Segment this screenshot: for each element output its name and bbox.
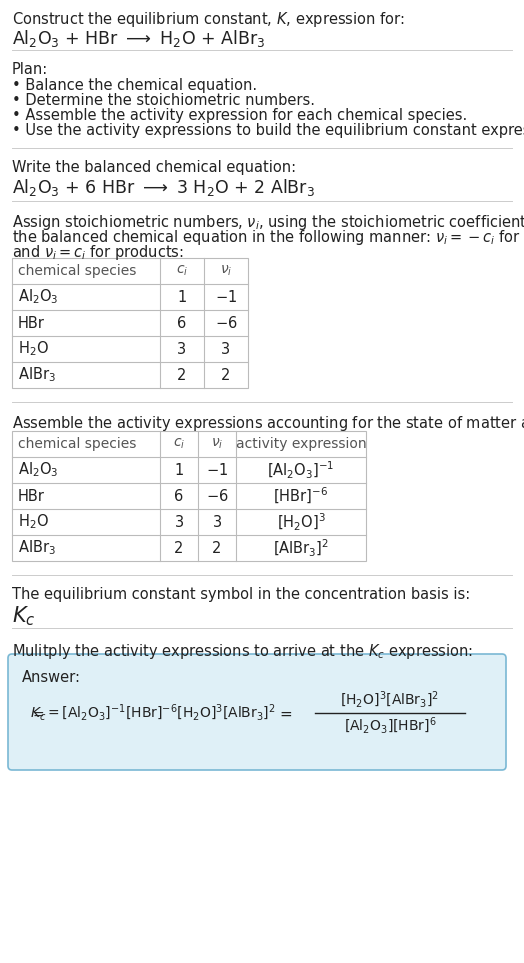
Text: activity expression: activity expression <box>236 437 366 451</box>
FancyBboxPatch shape <box>8 654 506 770</box>
Text: • Use the activity expressions to build the equilibrium constant expression.: • Use the activity expressions to build … <box>12 123 524 138</box>
Bar <box>12 431 366 561</box>
Text: Assemble the activity expressions accounting for the state of matter and $\nu_i$: Assemble the activity expressions accoun… <box>12 414 524 433</box>
Text: • Assemble the activity expression for each chemical species.: • Assemble the activity expression for e… <box>12 108 467 123</box>
Text: $\mathrm{Al_2O_3}$: $\mathrm{Al_2O_3}$ <box>18 288 59 306</box>
Text: 1: 1 <box>178 290 187 304</box>
Text: HBr: HBr <box>18 488 45 504</box>
Text: $-$6: $-$6 <box>206 488 228 504</box>
Text: 2: 2 <box>212 540 222 556</box>
Text: $\nu_i$: $\nu_i$ <box>220 264 232 278</box>
Text: $[\mathrm{Al_2O_3}][\mathrm{HBr}]^6$: $[\mathrm{Al_2O_3}][\mathrm{HBr}]^6$ <box>344 716 436 736</box>
Text: Assign stoichiometric numbers, $\nu_i$, using the stoichiometric coefficients, $: Assign stoichiometric numbers, $\nu_i$, … <box>12 213 524 232</box>
Text: 2: 2 <box>221 368 231 382</box>
Text: 6: 6 <box>174 488 183 504</box>
Text: Answer:: Answer: <box>22 670 81 685</box>
Text: $= $: $= $ <box>30 707 45 721</box>
Text: 2: 2 <box>177 368 187 382</box>
Text: $\mathrm{AlBr_3}$: $\mathrm{AlBr_3}$ <box>18 366 56 384</box>
Text: $c_i$: $c_i$ <box>173 437 185 452</box>
Text: $K_c$: $K_c$ <box>12 604 36 628</box>
Text: $\mathrm{Al_2O_3}$ + 6 HBr $\longrightarrow$ 3 $\mathrm{H_2O}$ + 2 $\mathrm{AlBr: $\mathrm{Al_2O_3}$ + 6 HBr $\longrightar… <box>12 177 315 198</box>
Text: $\mathrm{Al_2O_3}$: $\mathrm{Al_2O_3}$ <box>18 460 59 480</box>
Text: $\mathrm{AlBr_3}$: $\mathrm{AlBr_3}$ <box>18 538 56 558</box>
Text: $[\mathrm{H_2O}]^3 [\mathrm{AlBr_3}]^2$: $[\mathrm{H_2O}]^3 [\mathrm{AlBr_3}]^2$ <box>341 690 440 710</box>
Text: Write the balanced chemical equation:: Write the balanced chemical equation: <box>12 160 296 175</box>
Text: 2: 2 <box>174 540 184 556</box>
Text: The equilibrium constant symbol in the concentration basis is:: The equilibrium constant symbol in the c… <box>12 587 470 602</box>
Text: 6: 6 <box>178 316 187 330</box>
Text: chemical species: chemical species <box>18 264 136 278</box>
Text: $-$1: $-$1 <box>215 289 237 305</box>
Text: Construct the equilibrium constant, $K$, expression for:: Construct the equilibrium constant, $K$,… <box>12 10 405 29</box>
Text: $[\mathrm{H_2O}]^{3}$: $[\mathrm{H_2O}]^{3}$ <box>277 511 325 533</box>
Text: $K_c = [\mathrm{Al_2O_3}]^{-1} [\mathrm{HBr}]^{-6} [\mathrm{H_2O}]^{3} [\mathrm{: $K_c = [\mathrm{Al_2O_3}]^{-1} [\mathrm{… <box>30 703 276 723</box>
Text: $-$6: $-$6 <box>215 315 237 331</box>
Text: Mulitply the activity expressions to arrive at the $K_c$ expression:: Mulitply the activity expressions to arr… <box>12 642 473 661</box>
Text: • Determine the stoichiometric numbers.: • Determine the stoichiometric numbers. <box>12 93 315 108</box>
Text: $=$: $=$ <box>277 706 293 720</box>
Text: $-$1: $-$1 <box>206 462 228 478</box>
Text: $c_i$: $c_i$ <box>176 264 188 278</box>
Text: $[\mathrm{AlBr_3}]^{2}$: $[\mathrm{AlBr_3}]^{2}$ <box>273 537 329 559</box>
Text: $\mathrm{Al_2O_3}$ + HBr $\longrightarrow$ $\mathrm{H_2O}$ + $\mathrm{AlBr_3}$: $\mathrm{Al_2O_3}$ + HBr $\longrightarro… <box>12 28 265 49</box>
Text: Plan:: Plan: <box>12 62 48 77</box>
Text: 3: 3 <box>174 514 183 530</box>
Text: $\mathrm{H_2O}$: $\mathrm{H_2O}$ <box>18 512 49 532</box>
Text: $[\mathrm{HBr}]^{-6}$: $[\mathrm{HBr}]^{-6}$ <box>274 486 329 506</box>
Text: $\mathrm{H_2O}$: $\mathrm{H_2O}$ <box>18 340 49 358</box>
Text: 3: 3 <box>212 514 222 530</box>
Text: chemical species: chemical species <box>18 437 136 451</box>
Text: 3: 3 <box>222 342 231 356</box>
Text: and $\nu_i = c_i$ for products:: and $\nu_i = c_i$ for products: <box>12 243 184 262</box>
Text: $\nu_i$: $\nu_i$ <box>211 437 223 452</box>
Text: HBr: HBr <box>18 316 45 330</box>
Bar <box>12 258 248 388</box>
Text: • Balance the chemical equation.: • Balance the chemical equation. <box>12 78 257 93</box>
Text: $[\mathrm{Al_2O_3}]^{-1}$: $[\mathrm{Al_2O_3}]^{-1}$ <box>267 459 335 481</box>
Text: 1: 1 <box>174 462 183 478</box>
Text: the balanced chemical equation in the following manner: $\nu_i = -c_i$ for react: the balanced chemical equation in the fo… <box>12 228 524 247</box>
Text: 3: 3 <box>178 342 187 356</box>
